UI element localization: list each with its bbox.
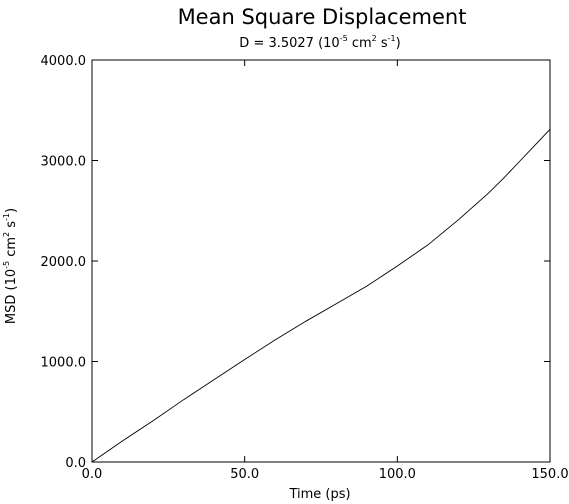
y-tick-label: 0.0	[65, 456, 86, 471]
y-tick-label: 4000.0	[41, 54, 87, 69]
subtitle-prefix: D = 3.5027 (10	[239, 36, 339, 51]
y-tick-label: 2000.0	[41, 255, 87, 270]
subtitle-suffix: )	[396, 36, 401, 51]
subtitle-exp1: -5	[340, 34, 348, 43]
series-line-msd	[91, 129, 551, 463]
x-axis-label: Time (ps)	[288, 487, 350, 502]
y-axis-label: MSD (10-5 cm2 s-1)	[2, 208, 19, 324]
chart-subtitle: D = 3.5027 (10-5 cm2 s-1)	[239, 34, 400, 51]
ylabel-mid2: s	[4, 221, 19, 232]
ylabel-exp1: -5	[2, 261, 11, 269]
x-tick-label: 0.0	[82, 467, 103, 482]
subtitle-mid2: s	[377, 36, 388, 51]
x-tick-label: 150.0	[531, 467, 568, 482]
ylabel-prefix: MSD (10	[4, 269, 19, 324]
ylabel-exp3: -1	[2, 213, 11, 221]
subtitle-exp3: -1	[388, 34, 396, 43]
ylabel-exp2: 2	[2, 232, 11, 237]
x-tick-label: 100.0	[379, 467, 416, 482]
axis-ticks	[91, 59, 551, 463]
axis-tick-labels: 0.0 50.0 100.0 150.0 0.0 1000.0 2000.0 3000.0 40…	[41, 54, 569, 482]
ylabel-suffix: )	[4, 208, 19, 213]
ylabel-mid1: cm	[4, 237, 19, 261]
x-tick-label: 50.0	[230, 467, 259, 482]
plot-frame	[91, 59, 551, 463]
subtitle-mid1: cm	[348, 36, 372, 51]
y-tick-label: 1000.0	[41, 356, 87, 371]
y-tick-label: 3000.0	[41, 155, 87, 170]
chart-title: Mean Square Displacement	[178, 5, 467, 29]
subtitle-exp2: 2	[372, 34, 377, 43]
